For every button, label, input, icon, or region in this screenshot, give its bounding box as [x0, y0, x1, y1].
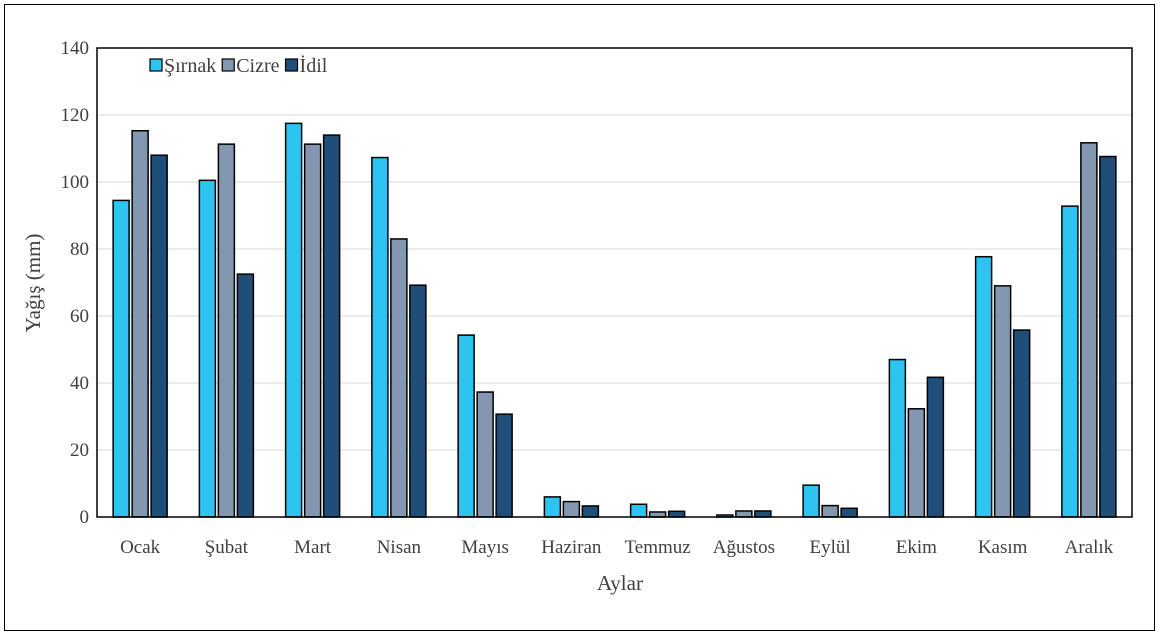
y-tick-label: 20 [70, 440, 89, 461]
legend-label: Şırnak [164, 55, 216, 77]
x-axis-title: Aylar [597, 571, 643, 595]
bar [371, 156, 389, 518]
plot-area-border [96, 47, 1133, 518]
y-tick-label: 140 [61, 38, 90, 59]
bar [322, 134, 341, 518]
bar [667, 510, 686, 518]
bar [648, 511, 667, 518]
y-tick-label: 80 [70, 239, 89, 260]
y-tick-label: 0 [80, 507, 90, 528]
bar [303, 143, 322, 518]
bar [974, 255, 993, 518]
x-tick-label: Haziran [541, 537, 602, 558]
legend-label: İdil [300, 54, 328, 77]
x-tick-label: Mart [294, 537, 332, 558]
x-tick-label: Nisan [377, 537, 422, 558]
bar [629, 503, 648, 518]
bar [562, 500, 581, 518]
bar [821, 504, 839, 518]
bar [457, 334, 475, 518]
x-tick-label: Mayıs [461, 537, 509, 558]
bar [284, 122, 303, 518]
bar [409, 284, 427, 518]
chart-frame [4, 4, 1155, 631]
x-tick-label: Eylül [810, 537, 851, 558]
x-tick-label: Temmuz [625, 537, 691, 558]
x-tick-label: Aralık [1065, 537, 1114, 558]
bar [802, 484, 820, 518]
legend-swatch [149, 58, 163, 72]
bar [581, 505, 600, 518]
bar [131, 129, 149, 518]
x-tick-label: Ekim [896, 537, 937, 558]
bar [112, 199, 130, 518]
x-tick-label: Kasım [978, 537, 1028, 558]
bar [1061, 205, 1079, 518]
bar [495, 413, 513, 518]
legend: Şırnak Cizre İdil [149, 54, 328, 77]
bar [1099, 155, 1117, 518]
bar [735, 510, 753, 518]
bar [1012, 329, 1031, 518]
axes: 0 20 40 60 80 100 120 140 Ocak Şubat Mart Nisan Mayı… [61, 38, 1133, 558]
bars [112, 122, 1117, 518]
bar [888, 358, 907, 518]
legend-swatch [284, 58, 299, 72]
y-tick-label: 40 [70, 373, 89, 394]
bar [1080, 142, 1098, 518]
bar [926, 376, 945, 518]
gridlines [97, 114, 1132, 451]
y-tick-label: 100 [61, 172, 90, 193]
bar [840, 507, 858, 518]
y-tick-label: 60 [70, 306, 89, 327]
x-tick-label: Ocak [120, 537, 161, 558]
x-tick-label: Şubat [205, 537, 249, 558]
bar [198, 179, 217, 518]
bar [390, 238, 408, 518]
legend-swatch [221, 58, 235, 72]
x-tick-label: Ağustos [713, 537, 775, 558]
y-axis-title: Yağış (mm) [21, 234, 45, 333]
bar [476, 391, 494, 518]
bar [993, 285, 1012, 518]
bar [217, 143, 236, 518]
bar [907, 408, 926, 518]
legend-label: Cizre [236, 55, 279, 77]
bar [236, 273, 255, 518]
bar [543, 496, 562, 518]
bar [754, 510, 772, 518]
bar [150, 154, 168, 518]
y-tick-label: 120 [61, 105, 90, 126]
